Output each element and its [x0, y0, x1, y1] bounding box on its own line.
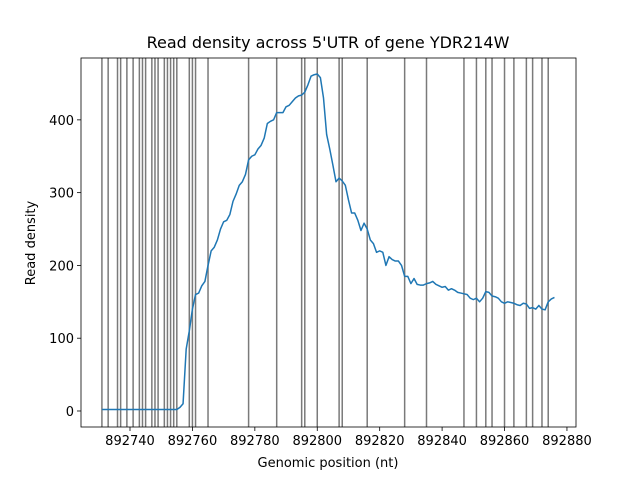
x-tick-label: 892760: [168, 434, 218, 449]
y-tick-label: 100: [49, 332, 74, 347]
y-tick-label: 0: [66, 405, 74, 420]
x-tick-label: 892820: [355, 434, 405, 449]
y-axis-label: Read density: [24, 200, 39, 285]
plot-frame: [80, 57, 577, 428]
x-tick-label: 892780: [230, 434, 280, 449]
y-tick-label: 400: [49, 114, 74, 129]
y-tick-label: 200: [49, 259, 74, 274]
x-tick-label: 892740: [105, 434, 155, 449]
x-tick-label: 892840: [417, 434, 467, 449]
y-tick-label: 300: [49, 187, 74, 202]
x-axis-label: Genomic position (nt): [258, 456, 399, 471]
data-line: [101, 73, 555, 411]
x-tick-label: 892800: [292, 434, 342, 449]
chart-title: Read density across 5'UTR of gene YDR214…: [147, 33, 510, 52]
x-tick-label: 892880: [542, 434, 592, 449]
x-tick-label: 892860: [480, 434, 530, 449]
